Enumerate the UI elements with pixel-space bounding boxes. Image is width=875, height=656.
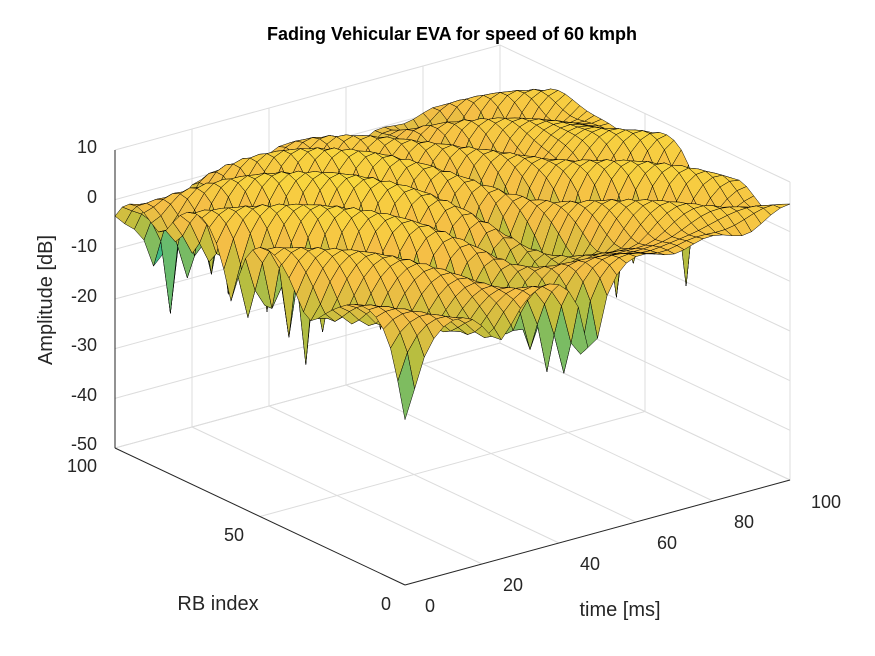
z-axis-label: Amplitude [dB] [35,235,57,365]
y-tick-label: 100 [67,456,97,476]
z-tick-label: -50 [71,434,97,454]
z-grid-line [114,342,791,481]
x-tick-label: 20 [503,575,523,595]
x-tick-label: 80 [734,512,754,532]
x-tick-label: 100 [811,492,841,512]
z-tick-label: -10 [71,236,97,256]
surface-plot [114,88,791,420]
surface-patch [397,351,415,420]
x-tick-label: 60 [657,533,677,553]
z-tick-label: -30 [71,335,97,355]
x-axis-label: time [ms] [579,599,660,621]
tick-labels: 10 0 -10 -20 -30 -40 -50 0 50 100 0 20 4… [67,137,841,616]
z-tick-label: 0 [87,187,97,207]
y-axis-line [114,447,406,586]
chart-title: Fading Vehicular EVA for speed of 60 kmp… [267,24,637,44]
axes [114,150,791,586]
z-tick-label: -40 [71,385,97,405]
x-axis-line [404,479,791,586]
z-tick-label: -20 [71,286,97,306]
x-tick-label: 0 [425,596,435,616]
y-axis-label: RB index [177,593,258,615]
z-tick-label: 10 [77,137,97,157]
x-tick-label: 40 [580,554,600,574]
y-tick-label: 50 [224,525,244,545]
y-tick-label: 0 [381,594,391,614]
